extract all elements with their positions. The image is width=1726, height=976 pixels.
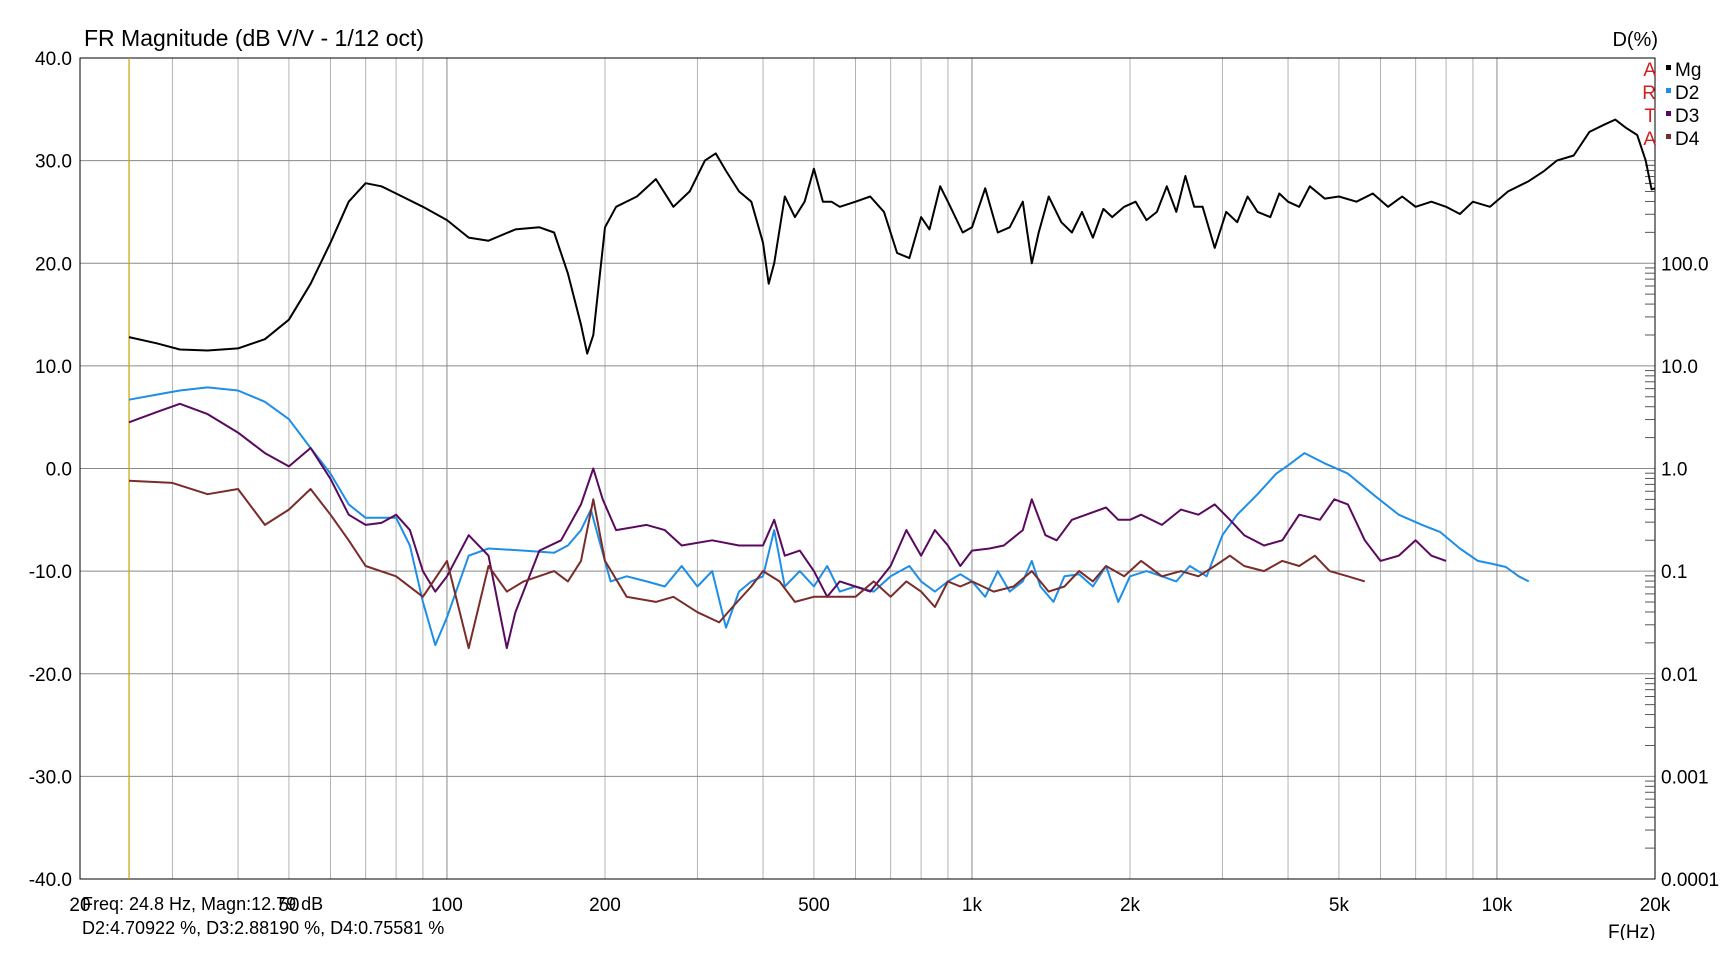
legend-swatch-d3	[1666, 111, 1671, 116]
plot-frame	[79, 57, 1656, 880]
y-tick-label: 10.0	[35, 357, 72, 378]
x-tick-label: 200	[589, 895, 621, 916]
legend-swatch-mg	[1666, 65, 1671, 70]
right-axis-title: D(%)	[1612, 29, 1658, 51]
legend-swatch-d2	[1666, 88, 1671, 93]
y-tick-label: 30.0	[35, 152, 72, 173]
series-d2-line	[128, 386, 1530, 646]
y-tick-label: 0.0	[46, 460, 72, 481]
x-tick-label: 10k	[1482, 895, 1513, 916]
y2-tick-label: 0.001	[1661, 767, 1709, 788]
arta-letter: A	[1643, 129, 1656, 150]
y-tick-label: -20.0	[29, 665, 72, 686]
distortion-readout: D2:4.70922 %, D3:2.88190 %, D4:0.75581 %	[82, 918, 445, 938]
grid	[80, 58, 1655, 879]
legend-label-d4: D4	[1675, 129, 1700, 150]
y-tick-label: -30.0	[29, 767, 72, 788]
y2-ticks: 100.0 10.0 1.0 0.1 0.01 0.001 0.0001	[1645, 164, 1719, 891]
chart-title: FR Magnitude (dB V/V - 1/12 oct)	[84, 25, 424, 51]
legend-label-d3: D3	[1675, 106, 1699, 127]
x-ticks: 20 50 100 200 500 1k 2k 5k 10k 20k	[69, 895, 1670, 916]
series-d4-line	[128, 479, 1366, 650]
x-tick-label: 5k	[1329, 895, 1350, 916]
arta-letter: A	[1643, 60, 1656, 81]
y-tick-label: 40.0	[35, 49, 72, 70]
legend-label-mg: Mg	[1675, 60, 1701, 81]
y-ticks: 40.0 30.0 20.0 10.0 0.0 -10.0 -20.0 -30.0 -40.0	[29, 49, 72, 891]
y-tick-label: 20.0	[35, 254, 72, 275]
y2-tick-label: 10.0	[1661, 357, 1698, 378]
x-tick-label: 50	[278, 895, 299, 916]
x-tick-label: 20	[69, 895, 90, 916]
fr-chart: FR Magnitude (dB V/V - 1/12 oct) D(%) F(…	[29, 25, 1719, 940]
y-tick-label: -40.0	[29, 870, 72, 891]
y2-tick-label: 1.0	[1661, 460, 1687, 481]
x-tick-label: 100	[431, 895, 463, 916]
x-axis-title: F(Hz)	[1608, 922, 1655, 940]
series-group	[128, 118, 1656, 650]
cursor-readout: Freq: 24.8 Hz, Magn:12.79 dB	[82, 894, 324, 914]
legend-swatch-d4	[1666, 134, 1671, 139]
x-tick-label: 2k	[1120, 895, 1141, 916]
series-d3-line	[128, 402, 1447, 650]
x-tick-label: 1k	[962, 895, 983, 916]
legend-label-d2: D2	[1675, 83, 1699, 104]
arta-letter: T	[1644, 106, 1656, 127]
x-tick-label: 20k	[1640, 895, 1671, 916]
y2-tick-label: 0.1	[1661, 562, 1687, 583]
y-tick-label: -10.0	[29, 562, 72, 583]
arta-letter: R	[1642, 83, 1656, 104]
series-mg-line	[128, 118, 1656, 355]
y2-tick-label: 0.01	[1661, 665, 1698, 686]
y2-tick-label: 100.0	[1661, 254, 1709, 275]
y2-tick-label: 0.0001	[1661, 870, 1719, 891]
x-tick-label: 500	[798, 895, 830, 916]
